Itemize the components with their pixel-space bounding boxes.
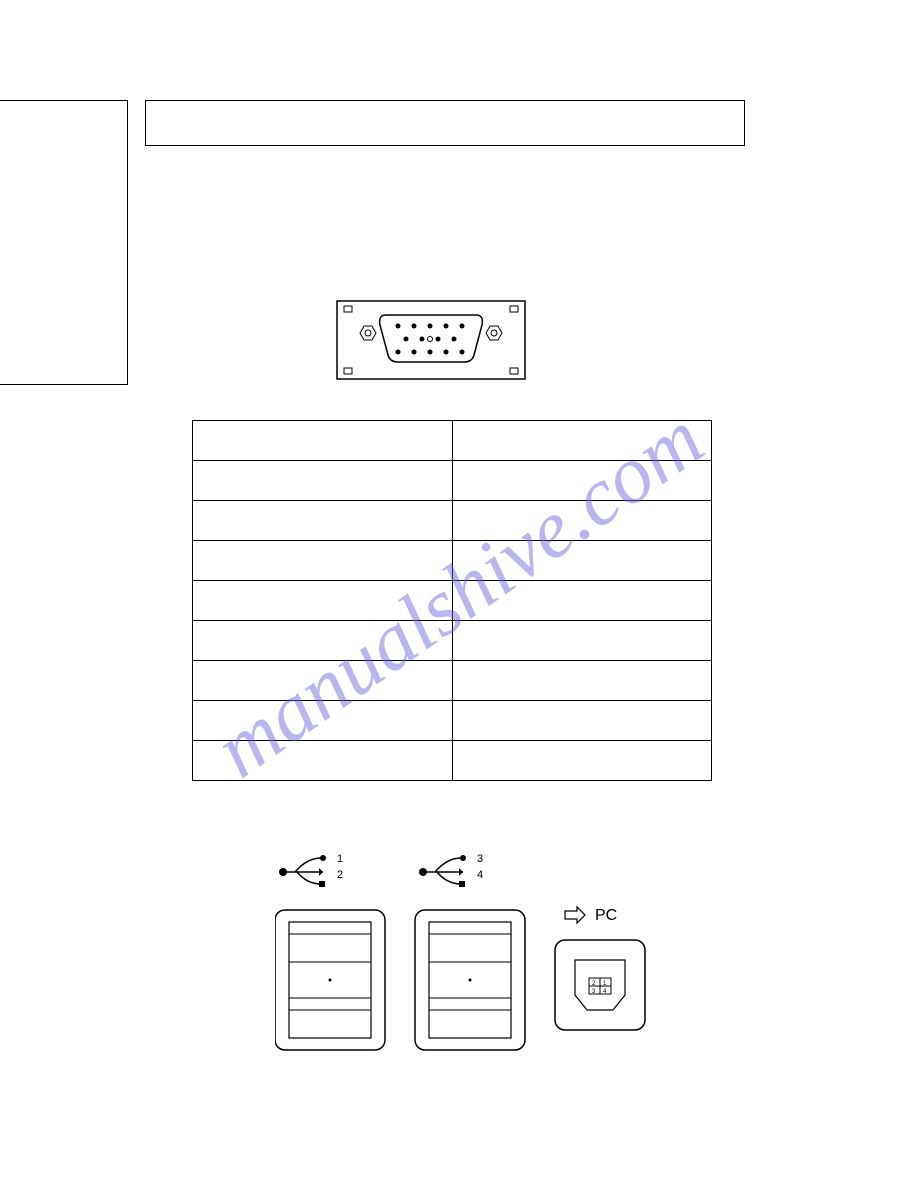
table-row	[193, 581, 712, 621]
table-row	[193, 461, 712, 501]
table-row	[193, 621, 712, 661]
pin-assignment-table	[192, 420, 712, 781]
usb-label: 2	[337, 869, 343, 881]
table-row	[193, 421, 712, 461]
usb-label: 3	[477, 853, 483, 865]
usb-label: 1	[337, 853, 343, 865]
table-row	[193, 741, 712, 781]
table-row	[193, 501, 712, 541]
side-tab-box	[0, 100, 128, 385]
vga-connector-diagram	[336, 300, 526, 380]
usb-label: 4	[477, 869, 483, 881]
table-row	[193, 661, 712, 701]
usb-connectors-diagram: 1 2 3 4 PC	[275, 850, 715, 1090]
title-box	[145, 100, 745, 146]
table-row	[193, 701, 712, 741]
pc-label: PC	[595, 907, 617, 924]
table-row	[193, 541, 712, 581]
